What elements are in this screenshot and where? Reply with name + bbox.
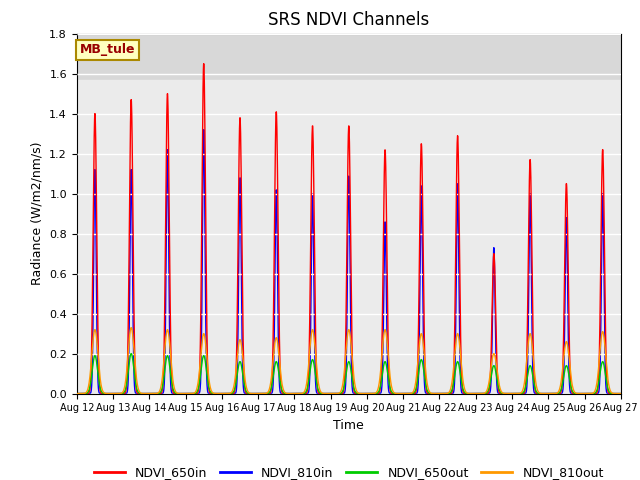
NDVI_650in [305,349,313,355]
Line: NDVI_810out: NDVI_810out [77,328,621,394]
NDVI_810out [548,391,556,396]
NDVI_810out [168,361,175,367]
Bar [77,80,621,394]
NDVI_810out [135,388,143,394]
NDVI_810in [135,391,143,396]
NDVI_810out [73,391,81,396]
NDVI_650out [607,390,614,396]
NDVI_650in [548,391,556,396]
NDVI_810in [73,391,81,396]
NDVI_650out [73,391,81,396]
NDVI_650in [607,391,614,396]
NDVI_650out [127,351,135,357]
Title: SRS NDVI Channels: SRS NDVI Channels [268,11,429,29]
NDVI_650in [73,391,81,396]
Legend: NDVI_650in, NDVI_810in, NDVI_650out, NDVI_810out: NDVI_650in, NDVI_810in, NDVI_650out, NDV… [89,461,609,480]
NDVI_810in [167,387,175,393]
NDVI_810out [305,356,313,361]
NDVI_810out [282,390,289,396]
NDVI_650out [305,375,313,381]
Text: MB_tule: MB_tule [79,43,135,56]
Bar [77,34,621,80]
NDVI_650in [167,358,175,363]
NDVI_650out [168,377,175,383]
NDVI_810out [127,325,135,331]
Y-axis label: Radiance (W/m2/nm/s): Radiance (W/m2/nm/s) [31,142,44,285]
NDVI_810in [548,391,556,396]
NDVI_650in [282,391,289,396]
NDVI_810out [617,391,625,396]
NDVI_810in [282,391,289,396]
Line: NDVI_650in: NDVI_650in [77,64,621,394]
NDVI_650in [200,61,207,67]
NDVI_650in [617,391,625,396]
NDVI_650out [548,391,556,396]
NDVI_650out [135,390,143,396]
Line: NDVI_810in: NDVI_810in [77,130,621,394]
Line: NDVI_650out: NDVI_650out [77,354,621,394]
NDVI_650in [135,391,143,396]
NDVI_810in [607,391,614,396]
X-axis label: Time: Time [333,419,364,432]
NDVI_650out [617,391,625,396]
NDVI_810in [617,391,625,396]
NDVI_810in [305,385,313,391]
NDVI_810out [607,388,614,394]
NDVI_650out [282,391,289,396]
NDVI_810in [200,127,207,132]
